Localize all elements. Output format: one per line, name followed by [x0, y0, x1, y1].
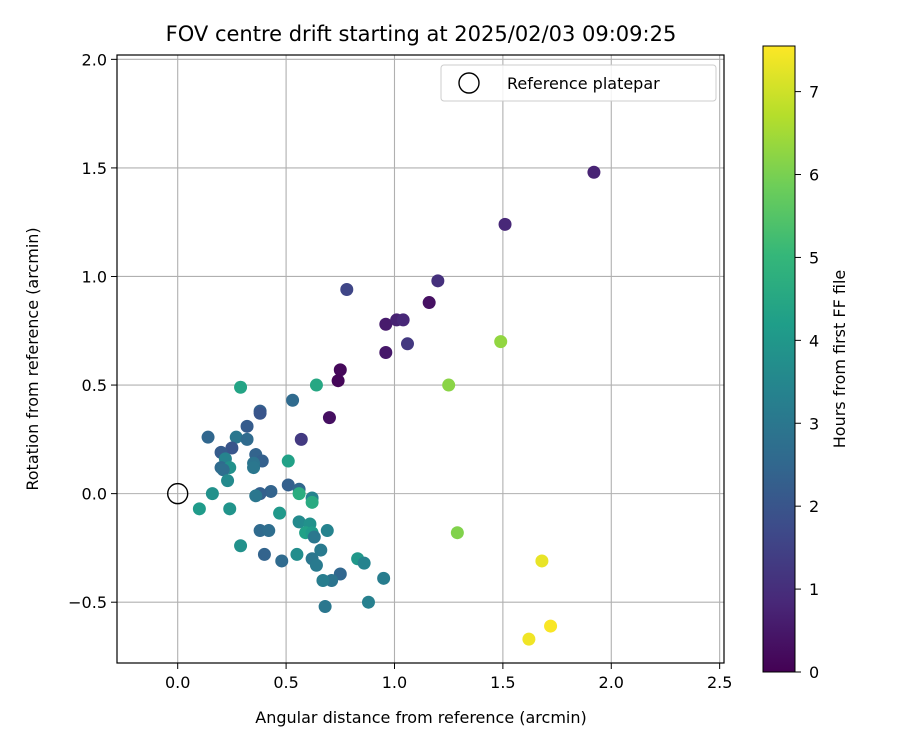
y-axis-ticks: −0.5 0.0 0.5 1.0 1.5 2.0 [68, 50, 117, 612]
scatter-point [229, 430, 243, 444]
scatter-point [290, 547, 304, 561]
scatter-point [253, 406, 267, 420]
scatter-point [234, 380, 248, 394]
scatter-point [422, 296, 436, 310]
colorbar-ticks: 0 1 2 3 4 5 6 7 [795, 83, 819, 682]
colorbar-tick-label: 5 [809, 248, 819, 267]
scatter-point [292, 487, 306, 501]
scatter-point [357, 556, 371, 570]
x-tick-label: 0.0 [165, 673, 190, 692]
scatter-point [281, 454, 295, 468]
scatter-point [544, 619, 558, 633]
scatter-point [262, 524, 276, 538]
scatter-point [379, 345, 393, 359]
colorbar-tick-label: 0 [809, 663, 819, 682]
chart-title: FOV centre drift starting at 2025/02/03 … [166, 22, 677, 46]
plot-area-frame [116, 54, 725, 664]
scatter-point [333, 363, 347, 377]
scatter-point [400, 337, 414, 351]
colorbar-label: Hours from first FF file [830, 270, 849, 449]
colorbar-tick-label: 2 [809, 497, 819, 516]
scatter-point [201, 430, 215, 444]
scatter-points [166, 165, 601, 646]
scatter-point [587, 165, 601, 179]
y-tick-label: −0.5 [68, 593, 107, 612]
x-axis-ticks: 0.0 0.5 1.0 1.5 2.0 2.5 [165, 663, 732, 692]
x-axis-label: Angular distance from reference (arcmin) [255, 708, 586, 727]
y-tick-label: 2.0 [82, 50, 107, 69]
y-tick-label: 1.0 [82, 267, 107, 286]
scatter-point [223, 502, 237, 516]
colorbar-gradient [762, 45, 796, 673]
scatter-point [431, 274, 445, 288]
x-tick-label: 2.0 [599, 673, 624, 692]
scatter-point [234, 539, 248, 553]
scatter-point [498, 217, 512, 231]
scatter-point [205, 487, 219, 501]
scatter-point [361, 595, 375, 609]
x-tick-label: 2.5 [707, 673, 732, 692]
scatter-point [379, 317, 393, 331]
scatter-point [249, 489, 263, 503]
scatter-point [225, 441, 239, 455]
scatter-point [494, 335, 508, 349]
scatter-point [331, 374, 345, 388]
scatter-point [316, 573, 330, 587]
scatter-point [309, 378, 323, 392]
scatter-point [257, 547, 271, 561]
x-tick-label: 1.5 [490, 673, 515, 692]
legend-marker-reference [458, 72, 480, 94]
colorbar-tick-label: 1 [809, 580, 819, 599]
scatter-point [305, 495, 319, 509]
scatter-point [216, 463, 230, 477]
scatter-point [309, 558, 323, 572]
scatter-point [294, 432, 308, 446]
reference-platepar-marker [166, 482, 189, 505]
scatter-point [450, 526, 464, 540]
y-tick-label: 0.0 [82, 485, 107, 504]
scatter-point [240, 432, 254, 446]
colorbar: 0 1 2 3 4 5 6 7 Hours from first FF file [762, 45, 849, 682]
colorbar-tick-label: 4 [809, 331, 819, 350]
y-axis-label: Rotation from reference (arcmin) [23, 227, 42, 490]
scatter-point [192, 502, 206, 516]
scatter-point [320, 524, 334, 538]
scatter-point [247, 461, 261, 475]
scatter-point [286, 393, 300, 407]
grid-lines [117, 55, 724, 663]
x-tick-label: 0.5 [273, 673, 298, 692]
y-tick-label: 1.5 [82, 159, 107, 178]
scatter-point [377, 571, 391, 585]
y-tick-label: 0.5 [82, 376, 107, 395]
scatter-point [292, 515, 306, 529]
scatter-point [264, 484, 278, 498]
legend: Reference platepar [440, 64, 717, 102]
scatter-point [240, 419, 254, 433]
scatter-point [322, 411, 336, 425]
scatter-point [396, 313, 410, 327]
scatter-point [275, 554, 289, 568]
scatter-point [273, 506, 287, 520]
legend-label-reference: Reference platepar [507, 74, 660, 93]
scatter-point [318, 600, 332, 614]
scatter-point [522, 632, 536, 646]
scatter-point [307, 530, 321, 544]
scatter-point [281, 478, 295, 492]
scatter-point [442, 378, 456, 392]
scatter-point [340, 283, 354, 297]
scatter-point [314, 543, 328, 557]
scatter-point [221, 474, 235, 488]
scatter-point [535, 554, 549, 568]
colorbar-tick-label: 6 [809, 166, 819, 185]
colorbar-tick-label: 7 [809, 83, 819, 102]
legend-box [440, 64, 717, 102]
colorbar-tick-label: 3 [809, 414, 819, 433]
x-tick-label: 1.0 [382, 673, 407, 692]
